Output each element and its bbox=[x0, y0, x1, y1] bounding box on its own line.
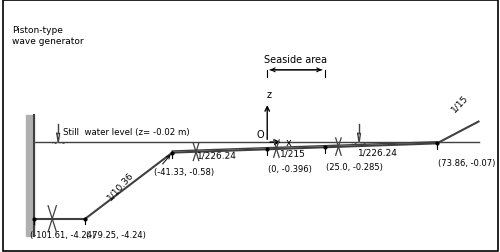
Text: 1/10.36: 1/10.36 bbox=[106, 170, 135, 202]
Text: (-41.33, -0.58): (-41.33, -0.58) bbox=[154, 167, 214, 176]
Text: (-101.61, -4.24): (-101.61, -4.24) bbox=[30, 230, 96, 239]
Text: (0, -0.396): (0, -0.396) bbox=[268, 164, 312, 173]
Text: Seaside area: Seaside area bbox=[264, 55, 328, 65]
Text: ~: ~ bbox=[50, 138, 56, 147]
Text: 1/215: 1/215 bbox=[280, 149, 305, 158]
Text: Piston-type
wave generator: Piston-type wave generator bbox=[12, 25, 84, 46]
Text: Still  water level (z= -0.02 m): Still water level (z= -0.02 m) bbox=[63, 128, 190, 137]
Polygon shape bbox=[358, 134, 360, 143]
Text: (73.86, -0.07): (73.86, -0.07) bbox=[438, 158, 496, 167]
Text: (25.0, -0.285): (25.0, -0.285) bbox=[326, 162, 382, 171]
Text: x: x bbox=[286, 138, 292, 147]
Text: ~: ~ bbox=[359, 138, 366, 147]
Text: z: z bbox=[266, 89, 272, 99]
Text: 1/226.24: 1/226.24 bbox=[196, 151, 236, 160]
Text: 1/15: 1/15 bbox=[450, 92, 470, 113]
Text: ~: ~ bbox=[58, 138, 65, 147]
Text: O: O bbox=[256, 130, 264, 140]
Polygon shape bbox=[57, 134, 59, 143]
Text: (-79.25, -4.24): (-79.25, -4.24) bbox=[86, 230, 146, 239]
Text: 1/226.24: 1/226.24 bbox=[358, 147, 398, 156]
Text: ~: ~ bbox=[350, 138, 358, 147]
